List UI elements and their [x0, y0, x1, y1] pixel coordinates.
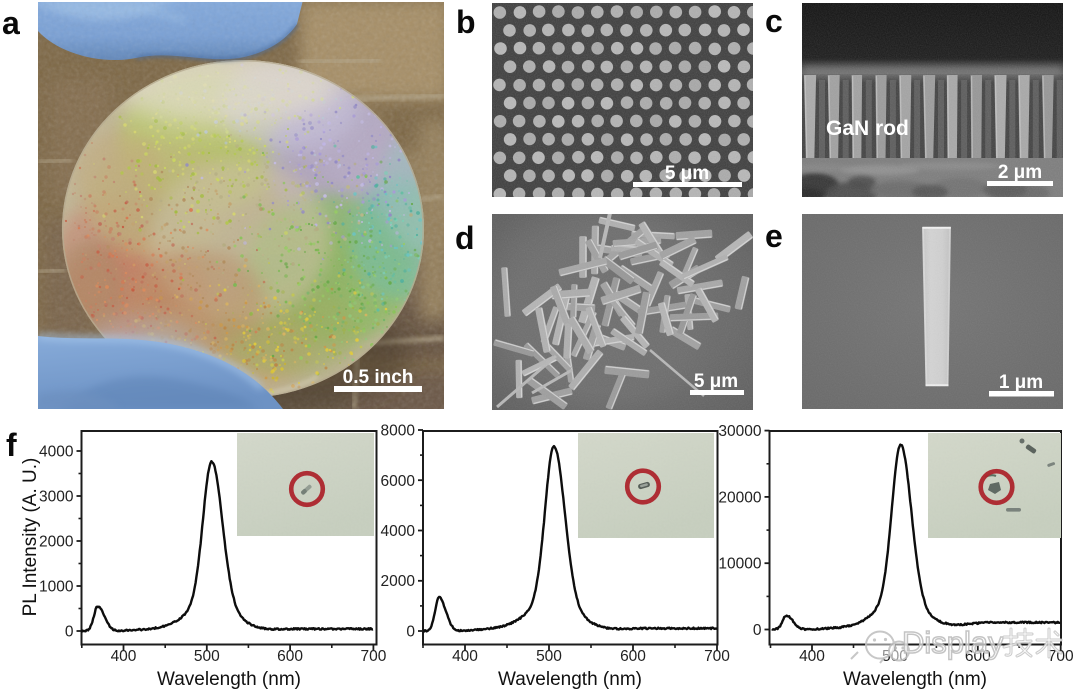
svg-text:400: 400 [111, 648, 137, 665]
svg-text:20000: 20000 [718, 489, 761, 506]
svg-text:b: b [456, 4, 476, 40]
svg-text:5 μm: 5 μm [665, 163, 709, 184]
svg-text:700: 700 [704, 648, 730, 665]
svg-text:Wavelength (nm): Wavelength (nm) [843, 669, 987, 690]
svg-text:5 μm: 5 μm [694, 371, 738, 392]
svg-text:3000: 3000 [39, 489, 74, 506]
svg-text:600: 600 [620, 648, 646, 665]
svg-text:a: a [2, 5, 20, 41]
svg-text:0.5 inch: 0.5 inch [343, 367, 414, 388]
svg-text:500: 500 [536, 648, 562, 665]
svg-text:2000: 2000 [381, 573, 416, 590]
svg-text:400: 400 [799, 648, 825, 665]
svg-text:0: 0 [406, 624, 415, 641]
svg-text:600: 600 [965, 648, 991, 665]
svg-text:600: 600 [277, 648, 303, 665]
svg-text:500: 500 [194, 648, 220, 665]
svg-text:30000: 30000 [718, 423, 761, 440]
svg-text:400: 400 [452, 648, 478, 665]
svg-text:2000: 2000 [39, 534, 74, 551]
svg-text:10000: 10000 [718, 556, 761, 573]
svg-text:Wavelength (nm): Wavelength (nm) [498, 669, 642, 690]
svg-text:2 μm: 2 μm [998, 162, 1042, 183]
svg-text:Display: Display [902, 625, 1004, 660]
svg-text:PL Intensity (A. U.): PL Intensity (A. U.) [20, 458, 41, 617]
svg-text:GaN rod: GaN rod [826, 117, 909, 140]
svg-text:1000: 1000 [39, 579, 74, 596]
svg-text:0: 0 [65, 624, 74, 641]
svg-text:d: d [455, 220, 475, 256]
svg-text:700: 700 [360, 648, 386, 665]
svg-text:6000: 6000 [381, 473, 416, 490]
svg-text:4000: 4000 [39, 444, 74, 461]
svg-text:4000: 4000 [381, 523, 416, 540]
svg-text:8000: 8000 [381, 423, 416, 440]
svg-text:f: f [6, 427, 17, 463]
svg-text:e: e [765, 218, 783, 254]
svg-text:c: c [765, 3, 783, 39]
svg-text:1 μm: 1 μm [999, 372, 1043, 393]
svg-text:0: 0 [753, 622, 762, 639]
svg-text:Wavelength (nm): Wavelength (nm) [157, 669, 301, 690]
svg-text:700: 700 [1048, 648, 1074, 665]
